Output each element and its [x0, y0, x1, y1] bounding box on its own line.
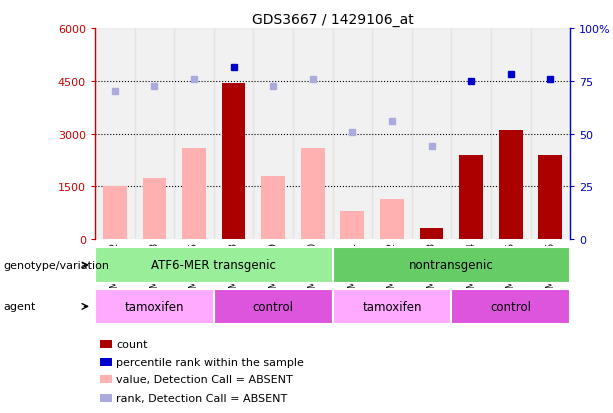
- Text: percentile rank within the sample: percentile rank within the sample: [116, 357, 304, 367]
- Bar: [142, 178, 166, 240]
- Bar: [100, 394, 112, 402]
- Bar: [222, 83, 245, 240]
- Bar: [214, 289, 333, 324]
- Text: tamoxifen: tamoxifen: [362, 300, 422, 313]
- Bar: [333, 29, 372, 240]
- Bar: [261, 176, 285, 240]
- Text: rank, Detection Call = ABSENT: rank, Detection Call = ABSENT: [116, 393, 287, 403]
- Bar: [340, 211, 364, 240]
- Bar: [499, 131, 523, 240]
- Title: GDS3667 / 1429106_at: GDS3667 / 1429106_at: [252, 12, 413, 26]
- Text: tamoxifen: tamoxifen: [124, 300, 184, 313]
- Bar: [451, 29, 491, 240]
- Bar: [100, 358, 112, 366]
- Bar: [301, 148, 325, 240]
- Bar: [530, 29, 570, 240]
- Text: agent: agent: [3, 301, 36, 312]
- Bar: [333, 248, 570, 283]
- Bar: [491, 29, 530, 240]
- Bar: [135, 29, 174, 240]
- Text: ATF6-MER transgenic: ATF6-MER transgenic: [151, 259, 276, 272]
- Text: control: control: [490, 300, 531, 313]
- Bar: [412, 29, 451, 240]
- Bar: [174, 29, 214, 240]
- Bar: [333, 289, 451, 324]
- Text: control: control: [253, 300, 294, 313]
- Bar: [459, 155, 483, 240]
- Bar: [420, 228, 443, 240]
- Text: value, Detection Call = ABSENT: value, Detection Call = ABSENT: [116, 374, 293, 384]
- Bar: [380, 199, 404, 240]
- Bar: [95, 248, 333, 283]
- Text: count: count: [116, 339, 148, 349]
- Bar: [372, 29, 412, 240]
- Bar: [451, 289, 570, 324]
- Bar: [214, 29, 253, 240]
- Bar: [100, 341, 112, 349]
- Bar: [103, 187, 127, 240]
- Bar: [182, 148, 206, 240]
- Bar: [253, 29, 293, 240]
- Text: nontransgenic: nontransgenic: [409, 259, 493, 272]
- Bar: [538, 155, 562, 240]
- Bar: [95, 29, 135, 240]
- Text: genotype/variation: genotype/variation: [3, 260, 109, 271]
- Bar: [293, 29, 333, 240]
- Bar: [95, 289, 214, 324]
- Bar: [100, 375, 112, 383]
